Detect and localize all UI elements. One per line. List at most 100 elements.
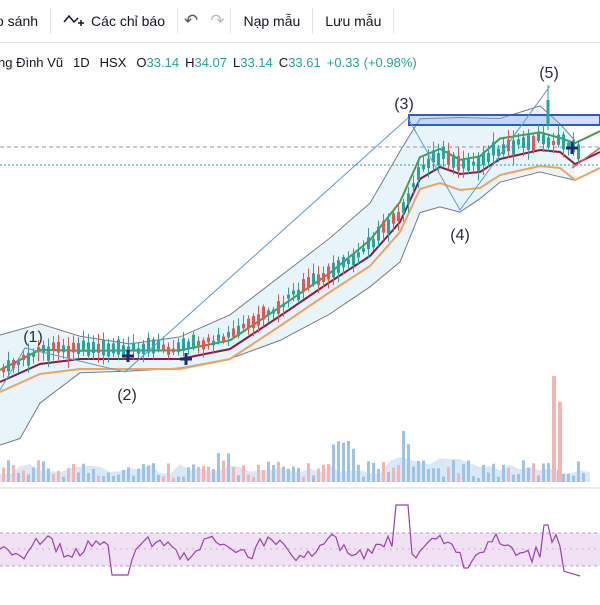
volume-bar [247, 474, 250, 482]
load-template-button[interactable]: Nạp mẫu [231, 0, 312, 42]
volume-bar [42, 461, 45, 482]
volume-bar [132, 475, 135, 482]
volume-bar [492, 463, 495, 482]
volume-bar [37, 460, 40, 482]
symbol-name[interactable]: ng Đình Vũ [0, 54, 64, 70]
candle-body [87, 342, 90, 356]
volume-bar [452, 460, 455, 482]
candle-body [472, 161, 475, 166]
volume-bar [172, 477, 175, 482]
volume-bar [417, 460, 420, 482]
candle-body [142, 343, 145, 354]
volume-bar [558, 402, 562, 482]
candle-body [267, 310, 270, 316]
compare-button[interactable]: o sánh [0, 0, 50, 42]
candle-body [307, 277, 310, 288]
volume-bar [202, 465, 205, 482]
candle-body [197, 340, 200, 348]
bollinger-lower-line [0, 171, 576, 446]
high-label: H [185, 54, 195, 70]
volume-bar [352, 448, 355, 482]
candle-body [282, 303, 285, 307]
candle-body [437, 153, 440, 166]
candle-body [447, 150, 450, 165]
volume-bar [62, 476, 65, 482]
volume-bar [297, 467, 300, 482]
cross-marker-icon [566, 142, 578, 154]
toolbar-divider [393, 8, 395, 34]
candle-body [27, 352, 30, 366]
volume-bar [332, 444, 335, 482]
candle-body [562, 134, 565, 150]
candle-body [402, 202, 405, 213]
candle-body [552, 140, 555, 145]
volume-bar [107, 472, 110, 482]
candle-body [147, 337, 150, 353]
elliott-wave-label: (2) [117, 387, 137, 404]
toolbar-divider [230, 8, 232, 34]
candle-body [187, 341, 190, 349]
volume-bar [2, 467, 5, 482]
interval[interactable]: 1D [73, 54, 90, 70]
volume-bar [167, 463, 170, 482]
high-value: 34.07 [194, 54, 228, 70]
volume-bar [312, 475, 315, 482]
volume-bar [477, 477, 480, 482]
volume-bar [407, 444, 410, 482]
candle-body [132, 343, 135, 352]
volume-bar [112, 475, 115, 482]
volume-bar [552, 376, 556, 482]
volume-bar [177, 476, 180, 482]
candle-body [442, 146, 445, 159]
candle-body [237, 325, 240, 336]
candle-body [302, 279, 305, 292]
volume-bar [467, 460, 470, 482]
symbol-legend: ng Đình Vũ 1D HSX O 33.14 H 34.07 L 33.14 C… [0, 52, 417, 72]
candle-body [427, 158, 430, 168]
elliott-wave-label: (5) [539, 65, 559, 82]
volume-bar [357, 464, 360, 482]
indicators-button[interactable]: Các chỉ báo [51, 0, 177, 42]
volume-bar [27, 474, 30, 482]
candle-body [372, 239, 375, 248]
elliott-wave-label: (3) [394, 96, 414, 113]
candle-body [22, 354, 25, 360]
compare-label: o sánh [0, 13, 39, 29]
volume-bar [412, 466, 415, 482]
candle-body [352, 253, 355, 266]
save-template-button[interactable]: Lưu mẫu [313, 0, 393, 42]
redo-icon[interactable]: ↷ [210, 11, 225, 30]
candle-body [252, 315, 255, 329]
candle-body [387, 219, 390, 234]
resistance-zone-rect [408, 114, 600, 126]
candle-body [212, 340, 215, 346]
price-chart[interactable]: (1) (2) (3) (4) (5) [0, 42, 600, 600]
cross-marker-icon [122, 350, 134, 362]
volume-bar [377, 469, 380, 482]
volume-bar [277, 461, 280, 482]
volume-bar [147, 465, 150, 482]
candle-body [347, 259, 350, 264]
candle-body [182, 338, 185, 351]
candle-body [322, 273, 325, 282]
candle-body [2, 367, 5, 373]
candle-body [527, 135, 530, 150]
candle-body [117, 339, 120, 355]
volume-bar [212, 469, 215, 482]
candle-body [52, 342, 55, 351]
candle-body [397, 212, 400, 222]
volume-bar [577, 461, 580, 482]
volume-bar [197, 466, 200, 482]
candle-body [557, 134, 560, 145]
chart-area[interactable]: (1) (2) (3) (4) (5) [0, 42, 600, 600]
cross-marker-icon [180, 353, 192, 365]
candle-body [432, 150, 435, 163]
candle-body [546, 100, 550, 125]
volume-bar [432, 468, 435, 482]
candle-body [107, 343, 110, 357]
undo-icon[interactable]: ↶ [183, 11, 199, 30]
open-value: 33.14 [146, 54, 180, 70]
volume-bar [302, 476, 305, 482]
save-template-label: Lưu mẫu [325, 13, 382, 29]
candle-body [257, 314, 260, 326]
